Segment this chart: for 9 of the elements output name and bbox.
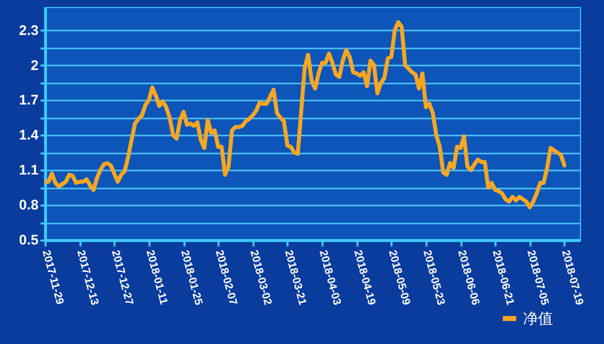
y-tick-label: 0.5 [19, 232, 39, 248]
y-tick-label: 1.1 [19, 162, 39, 178]
y-tick-label: 2 [30, 56, 39, 73]
y-tick-label: 1.7 [19, 92, 39, 108]
y-tick-label: 1.4 [19, 126, 39, 143]
line-series [45, 20, 566, 210]
legend-label: 净值 [523, 310, 553, 328]
y-tick-label: 2.3 [19, 22, 39, 38]
y-tick-label: 0.8 [19, 196, 39, 213]
